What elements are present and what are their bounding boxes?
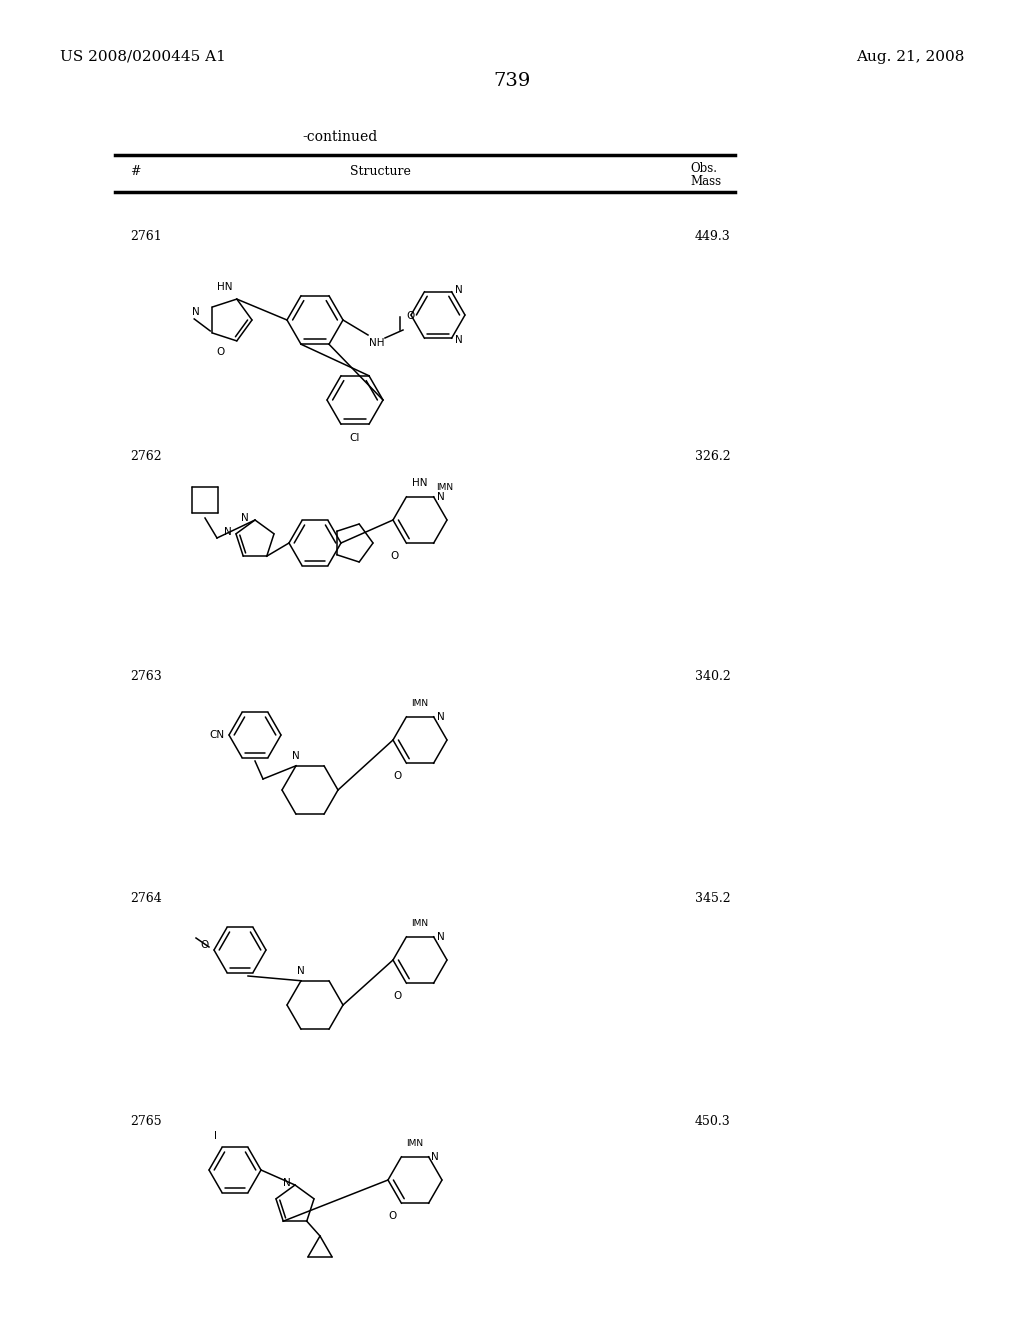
- Text: IMN: IMN: [407, 1139, 424, 1148]
- Text: US 2008/0200445 A1: US 2008/0200445 A1: [60, 50, 226, 63]
- Text: -continued: -continued: [302, 129, 378, 144]
- Text: IMN: IMN: [412, 919, 429, 928]
- Text: N: N: [292, 751, 300, 760]
- Text: 2764: 2764: [130, 892, 162, 906]
- Text: N: N: [431, 1151, 439, 1162]
- Text: N: N: [297, 966, 305, 975]
- Text: NH: NH: [369, 338, 384, 348]
- Text: O: O: [393, 991, 401, 1002]
- Text: 345.2: 345.2: [695, 892, 731, 906]
- Text: O: O: [201, 940, 209, 950]
- Text: Obs.: Obs.: [690, 162, 717, 176]
- Text: O: O: [216, 347, 225, 356]
- Text: N: N: [284, 1177, 291, 1188]
- Text: IMN: IMN: [436, 483, 454, 491]
- Text: Structure: Structure: [349, 165, 411, 178]
- Text: N: N: [456, 285, 463, 294]
- Text: CN: CN: [209, 730, 224, 741]
- Text: 340.2: 340.2: [695, 671, 731, 682]
- Text: HN: HN: [217, 282, 232, 292]
- Text: 450.3: 450.3: [695, 1115, 731, 1129]
- Text: IMN: IMN: [412, 700, 429, 708]
- Text: N: N: [456, 335, 463, 346]
- Text: N: N: [242, 513, 249, 523]
- Text: 2765: 2765: [130, 1115, 162, 1129]
- Text: O: O: [390, 552, 398, 561]
- Text: N: N: [436, 491, 444, 502]
- Text: O: O: [388, 1212, 396, 1221]
- Text: #: #: [130, 165, 140, 178]
- Text: 449.3: 449.3: [695, 230, 731, 243]
- Text: 2762: 2762: [130, 450, 162, 463]
- Text: 739: 739: [494, 73, 530, 90]
- Text: 2763: 2763: [130, 671, 162, 682]
- Text: N: N: [436, 711, 444, 722]
- Text: Mass: Mass: [690, 176, 721, 187]
- Text: N: N: [193, 308, 200, 317]
- Text: N: N: [436, 932, 444, 941]
- Text: 2761: 2761: [130, 230, 162, 243]
- Text: O: O: [393, 771, 401, 781]
- Text: Aug. 21, 2008: Aug. 21, 2008: [856, 50, 964, 63]
- Text: I: I: [214, 1131, 217, 1142]
- Text: Cl: Cl: [350, 433, 360, 444]
- Text: 326.2: 326.2: [695, 450, 731, 463]
- Text: HN: HN: [413, 478, 428, 488]
- Text: N: N: [224, 527, 232, 537]
- Text: O: O: [406, 312, 415, 321]
